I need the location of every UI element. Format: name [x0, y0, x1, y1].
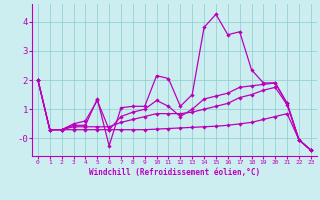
X-axis label: Windchill (Refroidissement éolien,°C): Windchill (Refroidissement éolien,°C) — [89, 168, 260, 177]
